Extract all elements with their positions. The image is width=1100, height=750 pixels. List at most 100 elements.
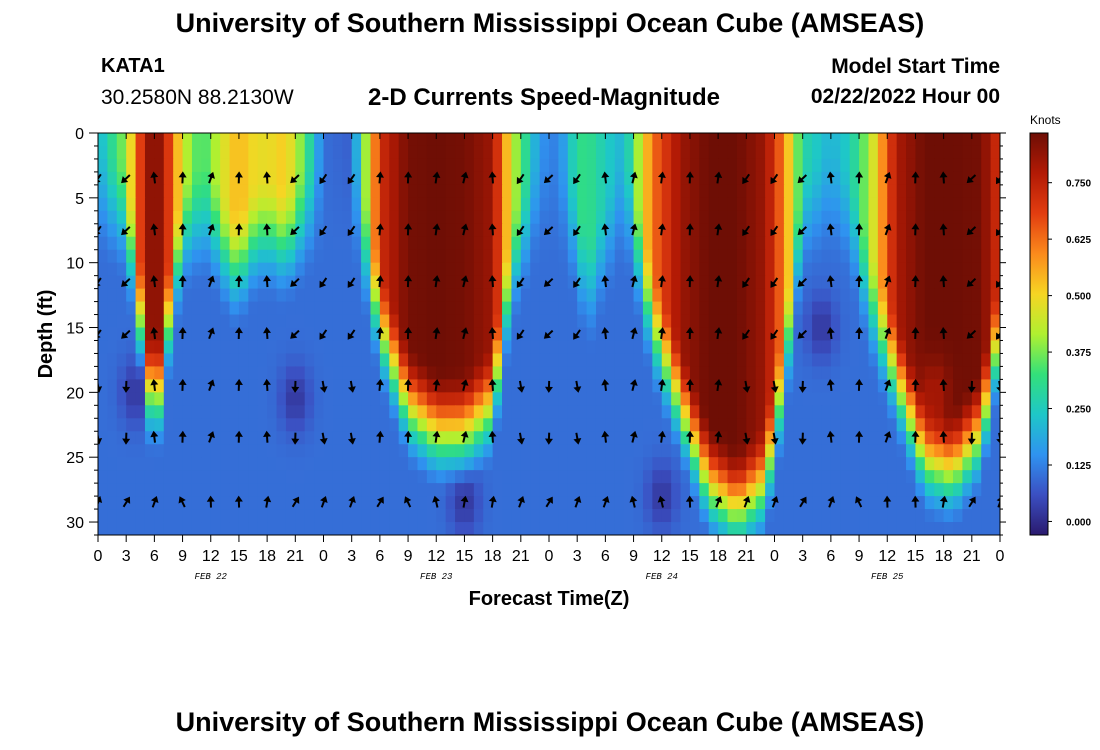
heatmap-cell — [943, 327, 954, 342]
heatmap-cell — [868, 444, 879, 458]
current-arrow — [968, 496, 976, 508]
heatmap-cell — [567, 366, 578, 380]
heatmap-cell — [887, 496, 898, 510]
heatmap-cell — [736, 288, 747, 303]
heatmap-cell — [821, 314, 832, 329]
heatmap-cell — [755, 418, 766, 432]
heatmap-cell — [624, 379, 635, 393]
heatmap-cell — [633, 184, 644, 199]
heatmap-cell — [802, 405, 813, 419]
heatmap-cell — [483, 314, 494, 329]
heatmap-cell — [220, 444, 231, 458]
heatmap-cell — [116, 249, 127, 264]
heatmap-cell — [116, 171, 127, 186]
heatmap-cell — [868, 288, 879, 303]
heatmap-cell — [577, 223, 588, 238]
heatmap-cell — [248, 223, 259, 238]
heatmap-cell — [840, 340, 851, 355]
heatmap-cell — [210, 314, 221, 329]
heatmap-cell — [408, 223, 419, 238]
heatmap-cell — [116, 496, 127, 510]
heatmap-cell — [370, 366, 381, 380]
heatmap-cell — [389, 353, 400, 368]
heatmap-cell — [943, 249, 954, 264]
heatmap-cell — [116, 470, 127, 484]
heatmap-cell — [332, 314, 343, 329]
heatmap-cell — [473, 171, 484, 186]
heatmap-cell — [276, 366, 287, 380]
heatmap-cell — [953, 353, 964, 368]
heatmap-cell — [558, 210, 569, 225]
heatmap-cell — [342, 379, 353, 393]
current-arrow — [98, 277, 102, 288]
heatmap-cell — [342, 301, 353, 316]
heatmap-cell — [436, 483, 447, 497]
heatmap-cell — [530, 236, 541, 251]
heatmap-cell — [783, 496, 794, 510]
heatmap-cell — [107, 171, 118, 186]
heatmap-cell — [229, 249, 240, 264]
heatmap-cell — [746, 314, 757, 329]
heatmap-cell — [539, 431, 550, 445]
heatmap-cell — [830, 509, 841, 523]
heatmap-cell — [417, 418, 428, 432]
heatmap-cell — [577, 353, 588, 368]
heatmap-cell — [191, 379, 202, 393]
heatmap-cell — [229, 379, 240, 393]
heatmap-cell — [201, 288, 212, 303]
heatmap-cell — [445, 210, 456, 225]
heatmap-cell — [962, 223, 973, 238]
heatmap-cell — [708, 249, 719, 264]
heatmap-cell — [257, 133, 268, 147]
heatmap-cell — [671, 340, 682, 355]
heatmap-cell — [605, 470, 616, 484]
x-tick-label: 15 — [230, 548, 248, 565]
heatmap-cell — [774, 210, 785, 225]
heatmap-cell — [173, 145, 184, 160]
heatmap-cell — [229, 158, 240, 173]
heatmap-cell — [248, 418, 259, 432]
heatmap-cell — [736, 327, 747, 342]
heatmap-cell — [173, 340, 184, 355]
current-arrow — [234, 171, 243, 184]
heatmap-cell — [971, 522, 982, 535]
heatmap-cell — [765, 366, 776, 380]
heatmap-cell — [314, 431, 325, 445]
heatmap-cell — [210, 392, 221, 406]
heatmap-cell — [943, 184, 954, 199]
heatmap-cell — [558, 171, 569, 186]
heatmap-cell — [812, 509, 823, 523]
heatmap-cell — [755, 301, 766, 316]
heatmap-cell — [182, 275, 193, 290]
heatmap-cell — [135, 483, 146, 497]
heatmap-cell — [614, 288, 625, 303]
heatmap-cell — [389, 236, 400, 251]
heatmap-cell — [267, 301, 278, 316]
heatmap-cell — [473, 431, 484, 445]
heatmap-cell — [304, 236, 315, 251]
heatmap-cell — [116, 236, 127, 251]
heatmap-cell — [549, 340, 559, 355]
heatmap-cell — [990, 236, 1000, 251]
heatmap-cell — [210, 301, 221, 316]
heatmap-cell — [473, 158, 484, 173]
heatmap-cell — [877, 210, 888, 225]
heatmap-cell — [304, 262, 315, 277]
heatmap-cell — [793, 158, 804, 173]
heatmap-cell — [642, 171, 653, 186]
heatmap-cell — [511, 301, 522, 316]
heatmap-cell — [859, 496, 870, 510]
heatmap-cell — [511, 288, 522, 303]
heatmap-cell — [962, 197, 973, 212]
heatmap-cell — [633, 405, 644, 419]
x-tick-label: 6 — [601, 548, 610, 565]
heatmap-cell — [116, 314, 127, 329]
heatmap-cell — [821, 210, 832, 225]
heatmap-cell — [464, 509, 475, 523]
heatmap-cell — [783, 288, 794, 303]
heatmap-cell — [971, 483, 982, 497]
heatmap-cell — [201, 353, 212, 368]
heatmap-cell — [887, 483, 898, 497]
heatmap-cell — [990, 249, 1000, 264]
heatmap-cell — [840, 392, 851, 406]
